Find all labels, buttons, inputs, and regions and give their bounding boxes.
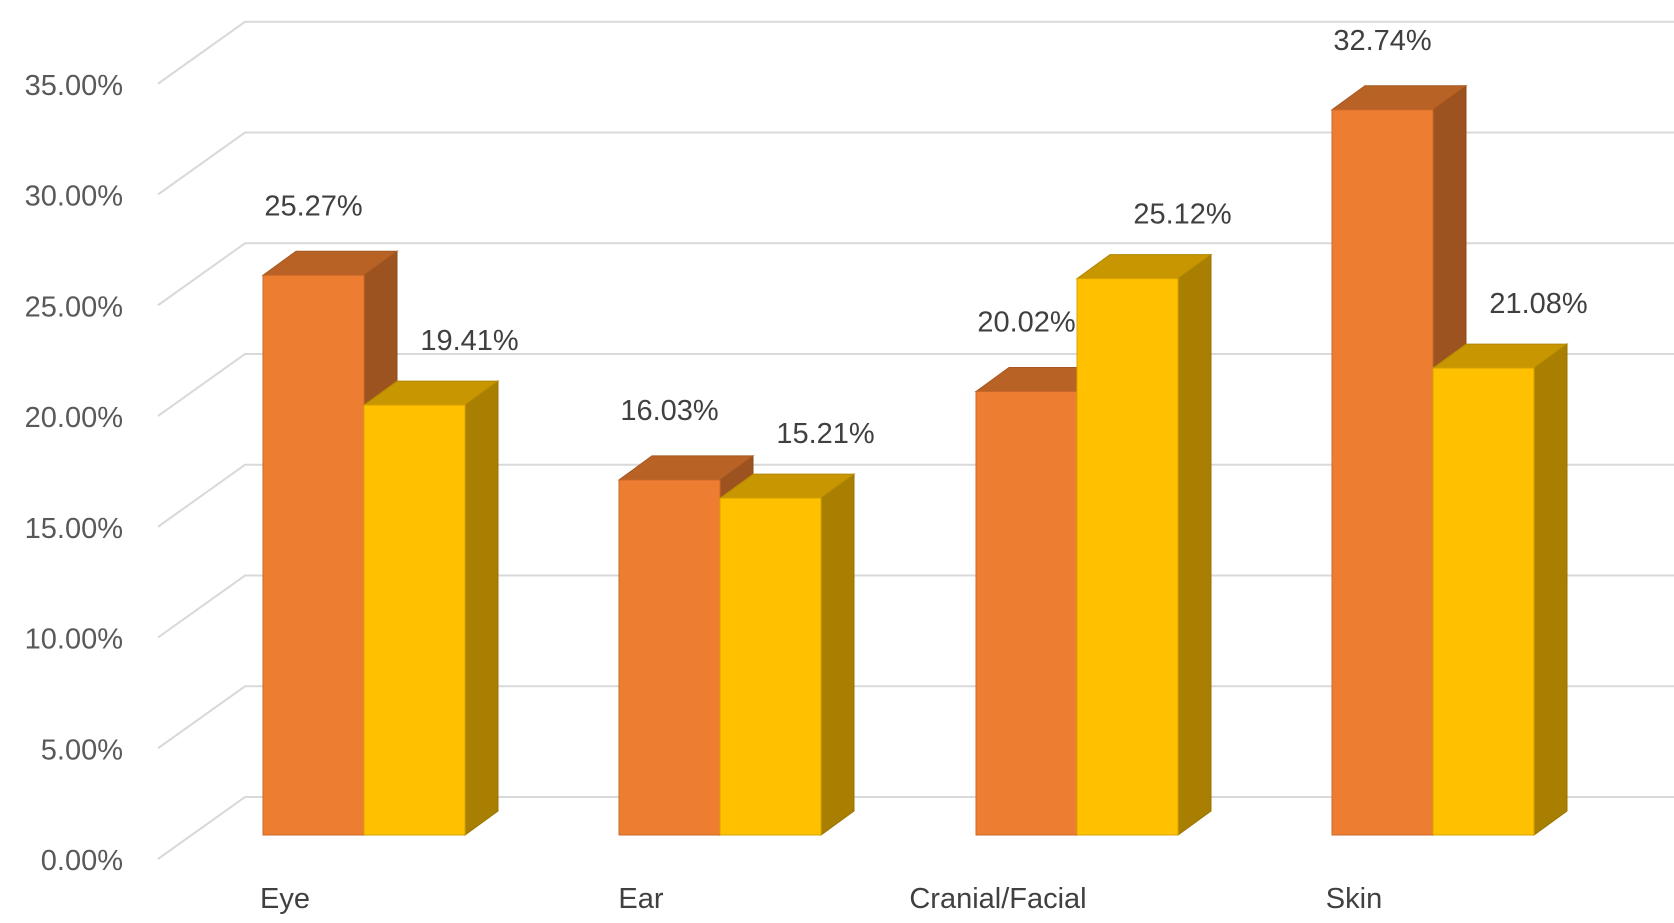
bar [718, 473, 856, 836]
data-label: 20.02% [977, 307, 1075, 339]
x-category-label: Cranial/Facial [909, 883, 1086, 915]
x-axis-category-labels: Eye Ear Cranial/Facial Skin [260, 883, 1382, 915]
bar-side-face [820, 473, 855, 836]
y-tick-label: 20.00% [25, 402, 123, 434]
data-label: 25.27% [264, 190, 362, 222]
y-tick-label: 10.00% [25, 624, 123, 656]
bar-front-face [1076, 278, 1179, 836]
y-tick-label: 15.00% [25, 513, 123, 545]
x-category-label: Eye [260, 883, 310, 915]
bar-side-face [1533, 343, 1568, 836]
y-tick-label: 25.00% [25, 291, 123, 323]
gridline [157, 242, 1674, 307]
bar [1075, 253, 1213, 836]
bar-side-face [1177, 253, 1212, 836]
data-labels: 25.27% 19.41% 16.03% 15.21% 20.02% 25.12% 32.7… [264, 25, 1587, 450]
bar-front-face [618, 479, 721, 836]
data-label: 25.12% [1133, 199, 1231, 231]
y-tick-label: 30.00% [25, 181, 123, 213]
gridline [157, 20, 1674, 85]
bar-front-face [363, 404, 466, 836]
bar-front-face [1432, 367, 1535, 836]
bar [1431, 343, 1569, 836]
data-label: 32.74% [1333, 25, 1431, 57]
data-label: 15.21% [776, 418, 874, 450]
bar-front-face [262, 274, 365, 836]
bar-side-face [464, 380, 499, 836]
gridline [157, 131, 1674, 196]
y-tick-label: 5.00% [41, 734, 123, 766]
bars [261, 84, 1569, 836]
bar [362, 380, 500, 836]
gridlines [157, 20, 1674, 860]
bar-front-face [719, 497, 822, 836]
data-label: 21.08% [1489, 288, 1587, 320]
y-tick-label: 0.00% [41, 845, 123, 877]
bar-front-face [975, 391, 1078, 836]
y-axis-tick-labels: 0.00% 5.00% 10.00% 15.00% 20.00% 25.00% 30.00%… [25, 70, 123, 877]
y-tick-label: 35.00% [25, 70, 123, 102]
x-category-label: Skin [1326, 883, 1382, 915]
x-category-label: Ear [618, 883, 663, 915]
data-label: 16.03% [620, 395, 718, 427]
bar-front-face [1331, 109, 1434, 836]
data-label: 19.41% [420, 325, 518, 357]
